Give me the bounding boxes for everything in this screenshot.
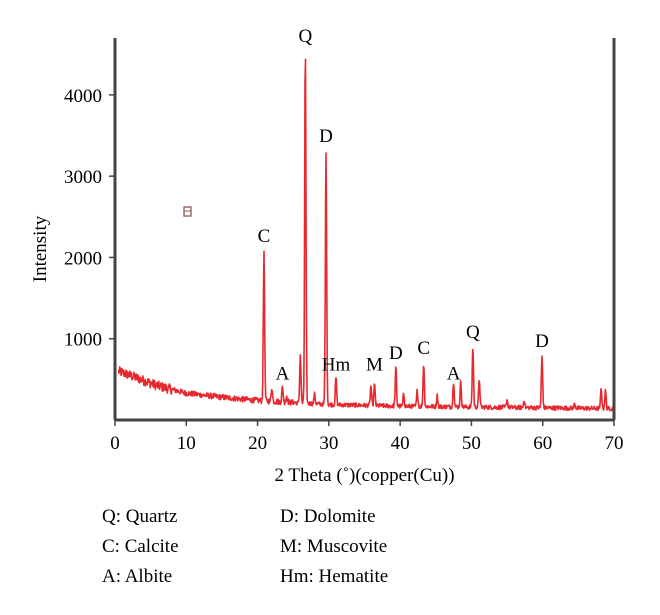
x-tick-label: 10 — [177, 433, 196, 454]
ticks — [109, 94, 615, 426]
x-axis-label: 2 Theta (˚)(copper(Cu)) — [274, 465, 454, 486]
peak-annotation: D — [389, 343, 403, 364]
ghost-icon — [183, 206, 192, 217]
x-tick-label: 60 — [533, 433, 552, 454]
y-tick-label: 1000 — [64, 330, 102, 351]
legend-item: C: Calcite — [102, 536, 179, 557]
peak-annotation: A — [447, 363, 461, 384]
peak-annotation: C — [417, 338, 430, 359]
x-tick-label: 50 — [462, 433, 481, 454]
legend-item: Q: Quartz — [102, 506, 178, 527]
y-tick-label: 3000 — [64, 167, 102, 188]
y-tick-label: 2000 — [64, 248, 102, 269]
legend: Q: Quartz D: Dolomite C: Calcite M: Musc… — [102, 505, 562, 589]
legend-item: D: Dolomite — [280, 506, 376, 527]
series-line — [117, 58, 615, 412]
peak-annotation: D — [319, 126, 333, 147]
peak-annotation: Q — [466, 322, 480, 343]
x-tick-label: 0 — [110, 433, 120, 454]
plot-series — [117, 50, 615, 412]
x-tick-label: 30 — [319, 433, 338, 454]
peak-annotation: C — [258, 226, 271, 247]
x-tick-label: 20 — [248, 433, 267, 454]
legend-item: M: Muscovite — [280, 536, 388, 557]
y-axis-label: Intensity — [30, 215, 51, 282]
axes — [113, 38, 616, 422]
x-tick-label: 40 — [391, 433, 410, 454]
peak-annotation: D — [535, 331, 549, 352]
peak-annotation: A — [276, 363, 290, 384]
x-tick-label: 70 — [605, 433, 624, 454]
y-tick-label: 4000 — [64, 86, 102, 107]
labels: 0 10 20 30 40 50 60 70 1000 2000 3000 4000 2 Theta (… — [30, 86, 624, 486]
legend-item: A: Albite — [102, 566, 173, 587]
legend-item: Hm: Hematite — [280, 566, 389, 587]
peak-annotation: M — [366, 354, 383, 375]
peak-annotation: Hm — [322, 354, 351, 375]
peak-annotation: Q — [298, 26, 312, 47]
